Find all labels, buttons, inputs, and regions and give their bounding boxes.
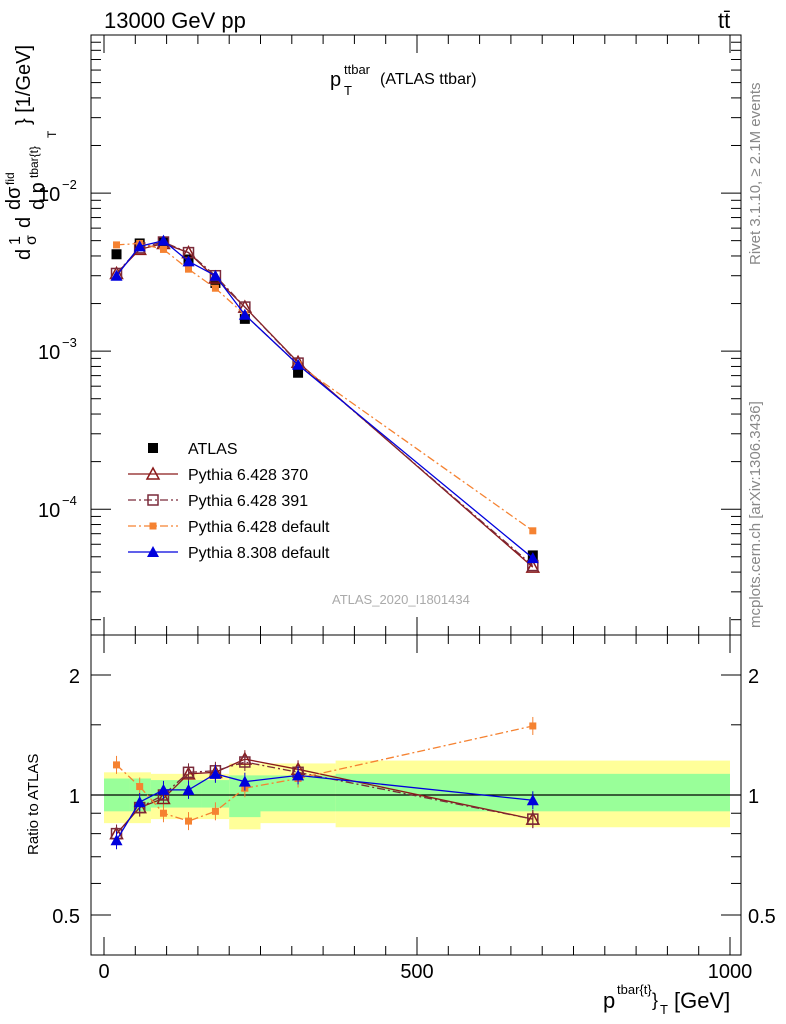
x-tick-label: 1000 [708, 961, 753, 983]
svg-text:} [1/GeV]: } [1/GeV] [13, 45, 35, 125]
header-left: 13000 GeV pp [104, 8, 246, 33]
data-point [113, 241, 121, 249]
ratio-line [116, 725, 533, 822]
data-point [185, 265, 193, 273]
y-tick-exponent: −2 [62, 177, 77, 192]
mcplots-label: mcplots.cern.ch [arXiv:1306.3436] [747, 401, 764, 628]
ratio-tick-label-right: 0.5 [748, 906, 776, 928]
analysis-watermark: ATLAS_2020_I1801434 [332, 592, 470, 607]
ratio-point [110, 834, 123, 846]
legend-label: Pythia 6.428 default [188, 519, 330, 536]
ratio-point [159, 809, 167, 817]
data-point [526, 552, 539, 564]
ratio-point [157, 783, 170, 795]
y-axis-label-ratio: Ratio to ATLAS [25, 754, 42, 855]
svg-text:T: T [660, 1002, 668, 1017]
rivet-label: Rivet 3.1.10, ≥ 2.1M events [747, 83, 764, 266]
ratio-point [292, 769, 305, 781]
svg-text:tbar{t}: tbar{t} [617, 982, 652, 997]
data-point [209, 269, 222, 281]
legend: ATLAS Pythia 6.428 370 Pythia 6.428 391 Pyt… [128, 441, 330, 562]
chart-title: p ttbar T (ATLAS ttbar) [330, 62, 477, 98]
ratio-point [113, 761, 121, 769]
x-tick-label: 500 [400, 961, 433, 983]
header-right: tt̄ [718, 8, 730, 33]
ratio-point [136, 783, 144, 791]
series-line [116, 239, 534, 559]
ratio-point [239, 756, 251, 768]
svg-text:}: } [652, 990, 658, 1010]
legend-label: ATLAS [188, 441, 238, 458]
data-point [211, 284, 219, 292]
legend-label: Pythia 8.308 default [188, 545, 330, 562]
ratio-point [238, 775, 251, 787]
ratio-point [209, 767, 222, 779]
ratio-tick-label-right: 1 [748, 786, 759, 808]
data-point [111, 249, 122, 260]
y-tick-label: 10 [38, 500, 60, 522]
y-axis-label-upper: d 1 σ d dσ fid d p tbar{t} T } [1/GeV] [3, 45, 59, 260]
svg-text:ttbar: ttbar [344, 62, 371, 77]
svg-text:p: p [330, 69, 341, 91]
legend-marker [145, 466, 161, 480]
upper-axis-ticks: 10 −410 −310 −20 500 1000 [38, 35, 752, 983]
ratio-tick-label-right: 2 [748, 666, 759, 688]
svg-text:d: d [13, 217, 35, 228]
svg-text:fid: fid [3, 172, 17, 185]
svg-text:1: 1 [7, 236, 24, 245]
ratio-tick-label: 1 [69, 786, 80, 808]
ratio-point [526, 794, 539, 806]
ratio-point [529, 722, 537, 730]
data-point [238, 308, 251, 320]
ratio-pythia-8-308-default [110, 764, 539, 850]
upper-series [109, 234, 541, 573]
legend-label: Pythia 6.428 391 [188, 493, 308, 510]
ratio-axis-ticks: 0.5 0.5 1 1 2 2 [52, 666, 776, 928]
legend-marker [147, 494, 159, 506]
ratio-point [133, 796, 146, 808]
x-tick-label: 0 [98, 961, 109, 983]
data-point [133, 240, 146, 252]
ratio-point [182, 766, 195, 779]
ratio-tick-label: 0.5 [52, 906, 80, 928]
ratio-point [527, 813, 539, 825]
svg-text:d p: d p [27, 182, 49, 210]
svg-text:p: p [603, 988, 615, 1013]
svg-text:d: d [13, 249, 35, 260]
ratio-point [211, 807, 219, 815]
svg-text:dσ: dσ [3, 186, 25, 210]
legend-label: Pythia 6.428 370 [188, 467, 308, 484]
data-point [157, 234, 170, 246]
legend-marker [149, 522, 157, 530]
ratio-line [115, 773, 533, 841]
y-tick-label: 10 [38, 184, 60, 206]
svg-text:[GeV]: [GeV] [674, 988, 730, 1013]
data-point [159, 245, 167, 253]
data-point [529, 527, 537, 535]
y-tick-label: 10 [38, 342, 60, 364]
svg-text:(ATLAS ttbar): (ATLAS ttbar) [380, 71, 477, 88]
svg-text:σ: σ [23, 235, 40, 245]
svg-text:tbar{t}: tbar{t} [27, 146, 41, 178]
ratio-series [109, 716, 541, 850]
ratio-tick-label: 2 [69, 666, 80, 688]
y-tick-exponent: −3 [62, 335, 77, 350]
data-point [110, 269, 123, 281]
data-point [182, 255, 195, 267]
svg-text:T: T [344, 83, 352, 98]
y-tick-exponent: −4 [62, 493, 77, 508]
data-point [293, 367, 304, 378]
ratio-point [182, 783, 195, 795]
series-line [116, 241, 534, 567]
series-atlas [111, 237, 538, 561]
data-point [525, 559, 541, 573]
legend-marker [148, 443, 158, 453]
x-axis-label: p tbar{t} } T [GeV] [603, 982, 730, 1017]
legend-marker [147, 546, 159, 557]
ratio-point [185, 817, 193, 825]
series-pythia-8-308-default [110, 234, 539, 564]
svg-text:T: T [45, 130, 59, 138]
data-point [292, 358, 305, 370]
